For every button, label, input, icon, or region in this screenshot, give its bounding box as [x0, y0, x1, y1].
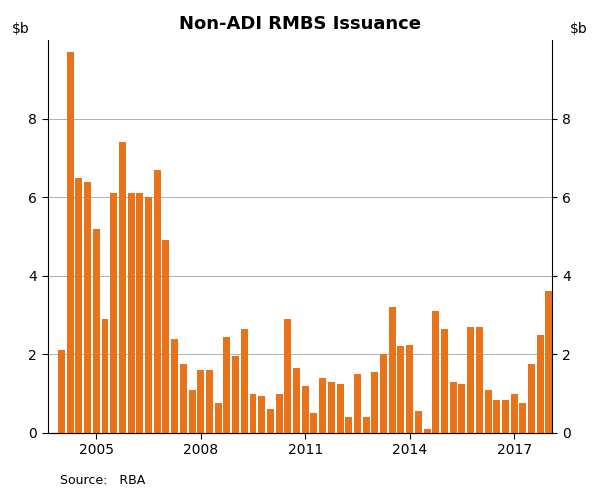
Bar	[154, 170, 161, 433]
Bar	[520, 403, 526, 433]
Bar	[554, 260, 561, 433]
Bar	[67, 52, 74, 433]
Bar	[293, 368, 300, 433]
Bar	[310, 413, 317, 433]
Bar	[76, 178, 82, 433]
Bar	[337, 384, 344, 433]
Bar	[58, 350, 65, 433]
Bar	[545, 291, 553, 433]
Bar	[502, 400, 509, 433]
Text: $b: $b	[570, 22, 588, 36]
Bar	[389, 307, 396, 433]
Bar	[397, 346, 404, 433]
Text: $b: $b	[12, 22, 30, 36]
Bar	[250, 394, 256, 433]
Bar	[145, 197, 152, 433]
Bar	[328, 382, 335, 433]
Bar	[302, 386, 309, 433]
Bar	[511, 394, 518, 433]
Bar	[267, 409, 274, 433]
Bar	[241, 329, 248, 433]
Bar	[223, 337, 230, 433]
Bar	[441, 329, 448, 433]
Bar	[180, 364, 187, 433]
Bar	[467, 327, 474, 433]
Bar	[275, 394, 283, 433]
Bar	[84, 182, 91, 433]
Bar	[563, 276, 570, 433]
Bar	[354, 374, 361, 433]
Bar	[171, 338, 178, 433]
Bar	[136, 193, 143, 433]
Bar	[528, 364, 535, 433]
Bar	[206, 370, 213, 433]
Bar	[380, 354, 387, 433]
Bar	[284, 319, 291, 433]
Bar	[537, 335, 544, 433]
Bar	[232, 356, 239, 433]
Bar	[433, 311, 439, 433]
Title: Non-ADI RMBS Issuance: Non-ADI RMBS Issuance	[179, 15, 421, 33]
Bar	[119, 142, 126, 433]
Bar	[458, 384, 466, 433]
Bar	[197, 370, 204, 433]
Bar	[345, 417, 352, 433]
Bar	[406, 344, 413, 433]
Bar	[215, 403, 221, 433]
Bar	[163, 241, 169, 433]
Bar	[450, 382, 457, 433]
Bar	[476, 327, 483, 433]
Bar	[110, 193, 117, 433]
Bar	[128, 193, 134, 433]
Bar	[572, 301, 578, 433]
Text: Source:   RBA: Source: RBA	[60, 474, 145, 487]
Bar	[188, 390, 196, 433]
Bar	[362, 417, 370, 433]
Bar	[371, 372, 379, 433]
Bar	[424, 429, 431, 433]
Bar	[101, 319, 109, 433]
Bar	[415, 411, 422, 433]
Bar	[493, 400, 500, 433]
Bar	[93, 229, 100, 433]
Bar	[485, 390, 491, 433]
Bar	[258, 396, 265, 433]
Bar	[319, 378, 326, 433]
